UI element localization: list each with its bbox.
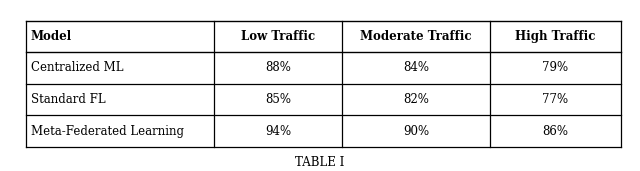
Text: Model: Model (31, 30, 72, 43)
Text: Meta-Federated Learning: Meta-Federated Learning (31, 125, 184, 138)
Text: Low Traffic: Low Traffic (241, 30, 316, 43)
Text: High Traffic: High Traffic (515, 30, 595, 43)
Text: Moderate Traffic: Moderate Traffic (360, 30, 472, 43)
Text: 82%: 82% (403, 93, 429, 106)
Text: 85%: 85% (266, 93, 291, 106)
Text: 79%: 79% (542, 61, 568, 75)
Text: 94%: 94% (266, 125, 291, 138)
Text: 86%: 86% (542, 125, 568, 138)
Text: 88%: 88% (266, 61, 291, 75)
Text: Standard FL: Standard FL (31, 93, 106, 106)
Text: 84%: 84% (403, 61, 429, 75)
Text: Centralized ML: Centralized ML (31, 61, 124, 75)
Text: 90%: 90% (403, 125, 429, 138)
Text: TABLE I: TABLE I (295, 156, 345, 169)
Text: 77%: 77% (542, 93, 568, 106)
